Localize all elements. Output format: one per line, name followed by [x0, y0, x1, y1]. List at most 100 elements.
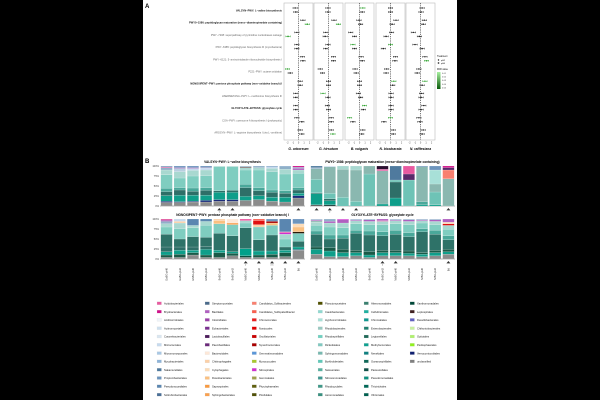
data-point: [295, 96, 297, 99]
data-point: [392, 129, 394, 131]
legend-swatch: [156, 318, 162, 322]
legend-swatch: [363, 384, 369, 388]
x-tick-label: GhBG-pH2: [354, 267, 358, 280]
bar-segment: [389, 252, 402, 256]
bar-segment: [389, 197, 402, 207]
bar-segment: [310, 165, 323, 168]
bar-segment: [350, 219, 363, 221]
data-point: [361, 60, 363, 62]
bar-segment: [389, 165, 402, 181]
y-tick-label: 50%: [154, 237, 160, 241]
bar-segment: [416, 201, 428, 205]
legend-swatch: [251, 351, 257, 355]
bar-segment: [402, 250, 415, 254]
bar-segment: [402, 236, 415, 252]
bar-segment: [226, 222, 239, 225]
bar-segment: [292, 173, 305, 188]
legend-swatch: [317, 368, 323, 372]
bar-segment: [200, 246, 213, 250]
bar-segment: [173, 171, 186, 179]
legend-swatch: [363, 318, 369, 322]
legend-swatch: [204, 326, 210, 330]
x-tick-label: NrBG-pH6: [270, 267, 274, 280]
data-point: [359, 23, 362, 25]
data-point: [420, 92, 423, 95]
legend-label: Oscillatoriales: [259, 335, 276, 339]
data-point: [295, 11, 297, 13]
legend-swatch: [409, 310, 415, 314]
legend-swatch: [251, 343, 257, 347]
pathway-label: NONOXIPENT−PWY: pentose phosphate pathwa…: [190, 82, 282, 86]
legend-swatch: [409, 301, 415, 305]
bar-segment: [429, 250, 442, 253]
data-point: [295, 104, 297, 107]
bar-segment: [402, 165, 415, 175]
bar-segment: [160, 167, 173, 171]
legend-swatch: [317, 359, 323, 363]
bar-segment: [376, 165, 389, 170]
significance-triangle-icon: [243, 261, 248, 264]
legend-label: Chroococcales: [259, 318, 277, 322]
legend-label: Bacillales: [212, 310, 224, 314]
legend-swatch: [251, 334, 257, 339]
bar-segment: [337, 205, 349, 207]
bar-segment: [389, 250, 402, 253]
x-tick-label: GhBG-pH6: [191, 267, 195, 280]
bar-segment: [323, 198, 336, 201]
x-tick-label: BvBG-pH2: [231, 267, 235, 280]
legend-label: Nitrospirales: [259, 368, 275, 372]
pathway-label: PWY−6121: 5−aminoimidazole ribonucleotid…: [213, 57, 282, 61]
bar-segment: [323, 247, 336, 252]
bar-segment: [213, 250, 226, 253]
axis-tick-label: 1: [333, 142, 335, 145]
bar-segment: [187, 225, 199, 228]
bar-segment: [310, 193, 323, 205]
legend-swatch: [204, 376, 210, 380]
legend-swatch: [156, 368, 162, 372]
bar-segment: [442, 239, 455, 250]
bar-segment: [252, 257, 265, 260]
chart-title: GLYOXYLATE−BYPASS: glyoxylate cycle: [351, 213, 413, 217]
data-point: [295, 108, 297, 111]
treatment-legend-title: Treatment: [437, 55, 448, 58]
bar-segment: [323, 256, 336, 260]
bar-segment: [213, 166, 226, 191]
bar-segment: [213, 218, 226, 221]
data-point: [332, 60, 335, 62]
bar-segment: [323, 238, 336, 248]
bar-segment: [442, 169, 455, 179]
bar-segment: [160, 221, 173, 224]
pathway-label: PWY−7208: superpathway of pyrimidine nuc…: [211, 33, 283, 37]
legend-label: Sphingobacteriales: [212, 393, 236, 397]
axis-tick-label: -1: [384, 142, 387, 145]
bar-segment: [402, 253, 415, 256]
fdr-legend-value: 0.01: [442, 73, 447, 75]
legend-label: Corynebacteriales: [164, 335, 186, 339]
data-point: [330, 129, 332, 131]
data-point: [391, 23, 393, 25]
bar-segment: [376, 231, 389, 236]
legend-label: Gemmatales: [259, 376, 275, 380]
bar-segment: [350, 252, 363, 256]
legend-label: Alteromonadales: [371, 302, 392, 306]
bar-segment: [429, 165, 442, 171]
bar-segment: [292, 233, 305, 242]
data-point: [420, 11, 422, 13]
data-point: [332, 133, 334, 135]
axis-tick-label: 2: [370, 142, 372, 145]
data-point: [389, 7, 392, 9]
data-point: [319, 68, 321, 70]
x-tick-label: NrBG-pH2: [283, 267, 287, 280]
fdr-legend-value: 0.05: [442, 87, 447, 89]
data-point: [327, 7, 329, 9]
data-point: [327, 43, 329, 46]
data-point: [385, 35, 387, 38]
axis-tick-label: -1: [292, 142, 295, 145]
bar-segment: [402, 219, 415, 222]
significance-triangle-icon: [446, 261, 451, 264]
fdr-legend-value: 0.02: [442, 77, 447, 79]
data-point: [321, 72, 324, 74]
data-point: [296, 43, 298, 46]
data-point: [353, 35, 356, 38]
data-point: [418, 117, 420, 119]
